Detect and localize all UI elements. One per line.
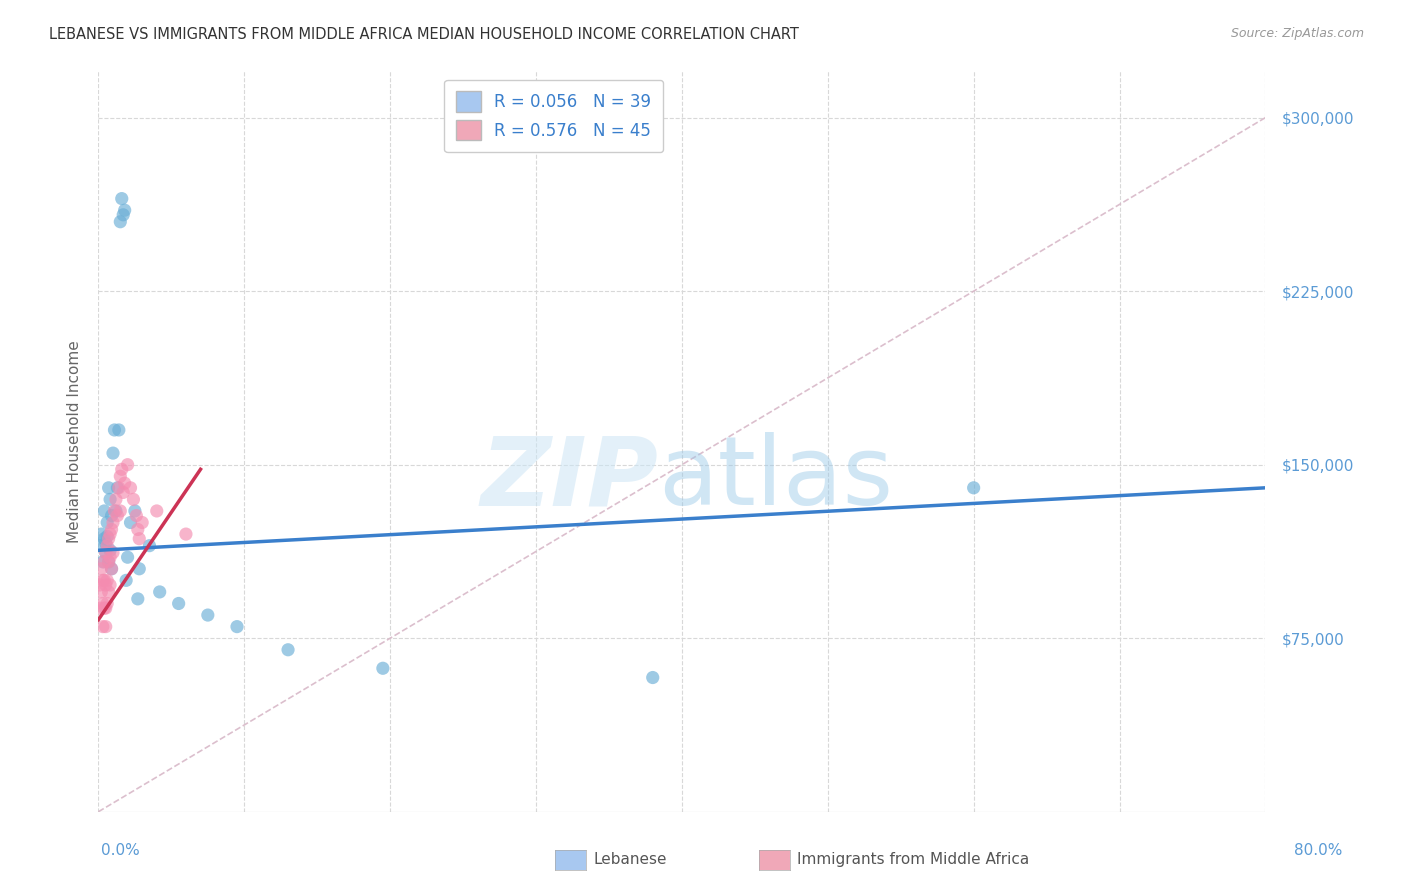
Point (96, 574, 118, 588)
Point (98, 492, 121, 507)
Point (114, 203, 136, 218)
Point (124, 504, 146, 518)
Point (91, 597, 114, 611)
Point (97, 555, 120, 569)
Point (115, 574, 138, 588)
Text: Immigrants from Middle Africa: Immigrants from Middle Africa (797, 853, 1029, 867)
Point (146, 504, 169, 518)
Point (104, 492, 127, 507)
Point (100, 562, 122, 576)
Point (96, 529, 118, 543)
Point (89, 539, 111, 553)
Point (94, 545, 117, 560)
Point (104, 504, 127, 518)
Point (120, 481, 142, 495)
Point (117, 550, 139, 565)
Point (100, 523, 122, 537)
Point (122, 492, 145, 507)
Point (138, 539, 160, 553)
Point (117, 458, 139, 472)
Point (167, 597, 190, 611)
Point (226, 619, 249, 633)
Point (174, 527, 197, 541)
Point (94, 601, 117, 615)
Point (97, 532, 120, 546)
Point (93, 601, 115, 615)
Point (105, 481, 128, 495)
Point (91, 574, 114, 588)
Text: atlas: atlas (658, 432, 894, 525)
Point (110, 469, 132, 483)
Point (371, 661, 394, 675)
Point (641, 671, 664, 685)
Point (125, 508, 148, 523)
Point (91, 619, 114, 633)
Point (112, 208, 135, 222)
Point (197, 608, 219, 623)
Point (277, 642, 299, 657)
Point (101, 545, 124, 560)
Point (94, 578, 117, 592)
Point (962, 481, 984, 495)
Point (100, 562, 122, 576)
Point (131, 516, 153, 530)
Text: Lebanese: Lebanese (593, 853, 666, 867)
Text: 0.0%: 0.0% (101, 843, 141, 858)
Point (96, 539, 118, 553)
Point (90, 585, 112, 599)
Point (98, 550, 121, 565)
Point (101, 516, 124, 530)
Point (101, 446, 124, 460)
Point (94, 536, 117, 550)
Point (105, 508, 128, 523)
Point (97, 555, 120, 569)
Point (112, 485, 135, 500)
Point (111, 192, 134, 206)
Point (93, 574, 115, 588)
Text: 80.0%: 80.0% (1295, 843, 1343, 858)
Point (98, 578, 121, 592)
Point (96, 597, 118, 611)
Point (110, 504, 132, 518)
Point (110, 215, 132, 229)
Text: ZIP: ZIP (481, 432, 658, 525)
Point (93, 555, 115, 569)
Point (98, 543, 121, 558)
Point (103, 423, 125, 437)
Legend: R = 0.056   N = 39, R = 0.576   N = 45: R = 0.056 N = 39, R = 0.576 N = 45 (444, 79, 662, 152)
Point (91, 555, 114, 569)
Y-axis label: Median Household Income: Median Household Income (66, 340, 82, 543)
Point (90, 527, 112, 541)
Point (108, 481, 131, 495)
Point (94, 619, 117, 633)
Point (98, 527, 121, 541)
Point (149, 585, 172, 599)
Point (127, 523, 149, 537)
Point (114, 476, 136, 491)
Point (120, 516, 142, 530)
Point (103, 504, 125, 518)
Point (93, 504, 115, 518)
Point (100, 508, 122, 523)
Point (89, 578, 111, 592)
Point (108, 423, 131, 437)
Point (90, 562, 112, 576)
Point (97, 585, 120, 599)
Point (94, 545, 117, 560)
Point (96, 516, 118, 530)
Point (93, 532, 115, 546)
Point (128, 532, 150, 546)
Point (128, 562, 150, 576)
Point (97, 481, 120, 495)
Text: LEBANESE VS IMMIGRANTS FROM MIDDLE AFRICA MEDIAN HOUSEHOLD INCOME CORRELATION CH: LEBANESE VS IMMIGRANTS FROM MIDDLE AFRIC… (49, 27, 799, 42)
Point (127, 591, 149, 606)
Point (89, 601, 111, 615)
Text: Source: ZipAtlas.com: Source: ZipAtlas.com (1230, 27, 1364, 40)
Point (111, 462, 134, 476)
